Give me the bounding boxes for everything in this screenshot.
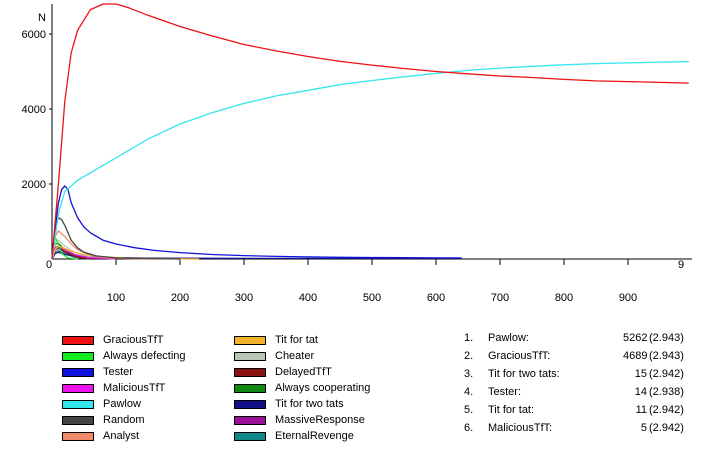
y-tick-label: 2000 — [22, 179, 46, 191]
rank-score: 11 — [635, 404, 647, 416]
rank-score: 4689 — [623, 350, 648, 362]
ranking-row: 4. Tester: 14 (2.938) — [462, 386, 692, 404]
rank-name: Tit for tat: — [488, 404, 535, 416]
legend-label: Pawlow — [103, 397, 141, 410]
legend-label: DelayedTfT — [275, 365, 332, 378]
x-tick-label: 600 — [427, 292, 445, 304]
legend-swatch — [62, 335, 94, 345]
rank-number: 3. — [464, 368, 474, 380]
series-line-tester — [51, 185, 462, 260]
x-tick-label: 700 — [491, 292, 509, 304]
series-line-cheater — [51, 239, 117, 260]
legend-item-always-defecting: Always defecting — [62, 348, 186, 364]
x-origin-label: 0 — [46, 259, 52, 271]
x-tick-label: 200 — [171, 292, 189, 304]
rank-number: 2. — [464, 350, 474, 362]
x-tick-label: 800 — [555, 292, 573, 304]
rank-name: Tester: — [488, 386, 522, 398]
rank-extra: (2.943) — [649, 350, 684, 362]
series-line-gracioustft — [51, 3, 689, 260]
legend-label: Always defecting — [103, 349, 186, 362]
ranking-row: 3. Tit for two tats: 15 (2.942) — [462, 368, 692, 386]
rank-number: 4. — [464, 386, 474, 398]
y-axis-label: N — [38, 12, 46, 24]
legend: GraciousTfT Always defecting Tester Mali… — [62, 330, 392, 450]
legend-swatch — [234, 335, 266, 345]
legend-label: Tester — [103, 365, 133, 378]
legend-swatch — [234, 383, 266, 393]
legend-swatch — [62, 399, 94, 409]
ranking-list: 1. Pawlow: 5262 (2.943) 2. GraciousTfT: … — [462, 330, 692, 434]
legend-item-cheater: Cheater — [234, 348, 314, 364]
legend-swatch — [62, 415, 94, 425]
legend-item-graciousTfT: GraciousTfT — [62, 332, 164, 348]
rank-score: 14 — [634, 386, 647, 398]
legend-label: MaliciousTfT — [103, 381, 166, 394]
legend-label: Cheater — [275, 349, 315, 362]
rank-name: MaliciousTfT: — [488, 422, 553, 434]
ranking-row: 6. MaliciousTfT: 5 (2.942) — [462, 422, 692, 440]
legend-item-massive-response: MassiveResponse — [234, 412, 365, 428]
legend-swatch — [234, 431, 266, 441]
rank-score: 5 — [640, 422, 647, 434]
x-tick-label: 900 — [619, 292, 637, 304]
rank-name: Tit for two tats: — [488, 368, 560, 380]
rank-number: 1. — [464, 332, 474, 344]
legend-item-analyst: Analyst — [62, 428, 139, 444]
rank-extra: (2.942) — [649, 368, 684, 380]
population-chart: 100 200 300 400 500 600 700 800 900 2000 4000 6000 N… — [22, 3, 692, 304]
legend-label: EternalRevenge — [275, 429, 354, 442]
legend-label: Always cooperating — [275, 381, 371, 394]
rank-number: 6. — [464, 422, 474, 434]
legend-item-pawlow: Pawlow — [62, 396, 141, 412]
y-tick-label: 4000 — [22, 104, 46, 116]
rank-extra: (2.943) — [649, 332, 684, 344]
y-tick-label: 6000 — [22, 29, 46, 41]
legend-label: Analyst — [103, 429, 140, 442]
legend-swatch — [62, 367, 94, 377]
legend-item-always-cooperating: Always cooperating — [234, 380, 370, 396]
series-line-pawlow — [51, 61, 689, 260]
legend-label: Tit for two tats — [275, 397, 344, 410]
ranking-row: 2. GraciousTfT: 4689 (2.943) — [462, 350, 692, 368]
legend-label: MassiveResponse — [275, 413, 365, 426]
legend-item-eternal-revenge: EternalRevenge — [234, 428, 354, 444]
legend-item-random: Random — [62, 412, 145, 428]
legend-swatch — [234, 399, 266, 409]
legend-item-tit-for-two-tats: Tit for two tats — [234, 396, 344, 412]
rank-number: 5. — [464, 404, 474, 416]
series-line-malicioustft — [51, 245, 117, 260]
rank-score: 5262 — [623, 332, 648, 344]
legend-swatch — [62, 431, 94, 441]
rank-name: Pawlow: — [488, 332, 529, 344]
series-layer — [51, 3, 689, 260]
x-end-label: 9 — [678, 259, 684, 271]
ranking-row: 1. Pawlow: 5262 (2.943) — [462, 332, 692, 350]
legend-item-tit-for-tat: Tit for tat — [234, 332, 318, 348]
x-tick-label: 100 — [107, 292, 125, 304]
axes — [49, 4, 692, 265]
axis-labels: 100 200 300 400 500 600 700 800 900 2000 4000 6000 N… — [22, 12, 685, 304]
rank-extra: (2.942) — [649, 422, 684, 434]
ranking-row: 5. Tit for tat: 11 (2.942) — [462, 404, 692, 422]
rank-extra: (2.938) — [649, 386, 684, 398]
legend-swatch — [234, 415, 266, 425]
rank-extra: (2.942) — [649, 404, 684, 416]
legend-label: Random — [103, 413, 145, 426]
legend-swatch — [62, 383, 94, 393]
x-tick-label: 400 — [299, 292, 317, 304]
x-tick-label: 500 — [363, 292, 381, 304]
legend-swatch — [62, 351, 94, 361]
x-tick-label: 300 — [235, 292, 253, 304]
legend-item-tester: Tester — [62, 364, 133, 380]
legend-swatch — [234, 367, 266, 377]
rank-score: 15 — [634, 368, 647, 380]
legend-item-delayedTfT: DelayedTfT — [234, 364, 332, 380]
legend-item-maliciousTfT: MaliciousTfT — [62, 380, 165, 396]
legend-label: GraciousTfT — [103, 333, 164, 346]
legend-swatch — [234, 351, 266, 361]
legend-label: Tit for tat — [275, 333, 318, 346]
rank-name: GraciousTfT: — [488, 350, 551, 362]
